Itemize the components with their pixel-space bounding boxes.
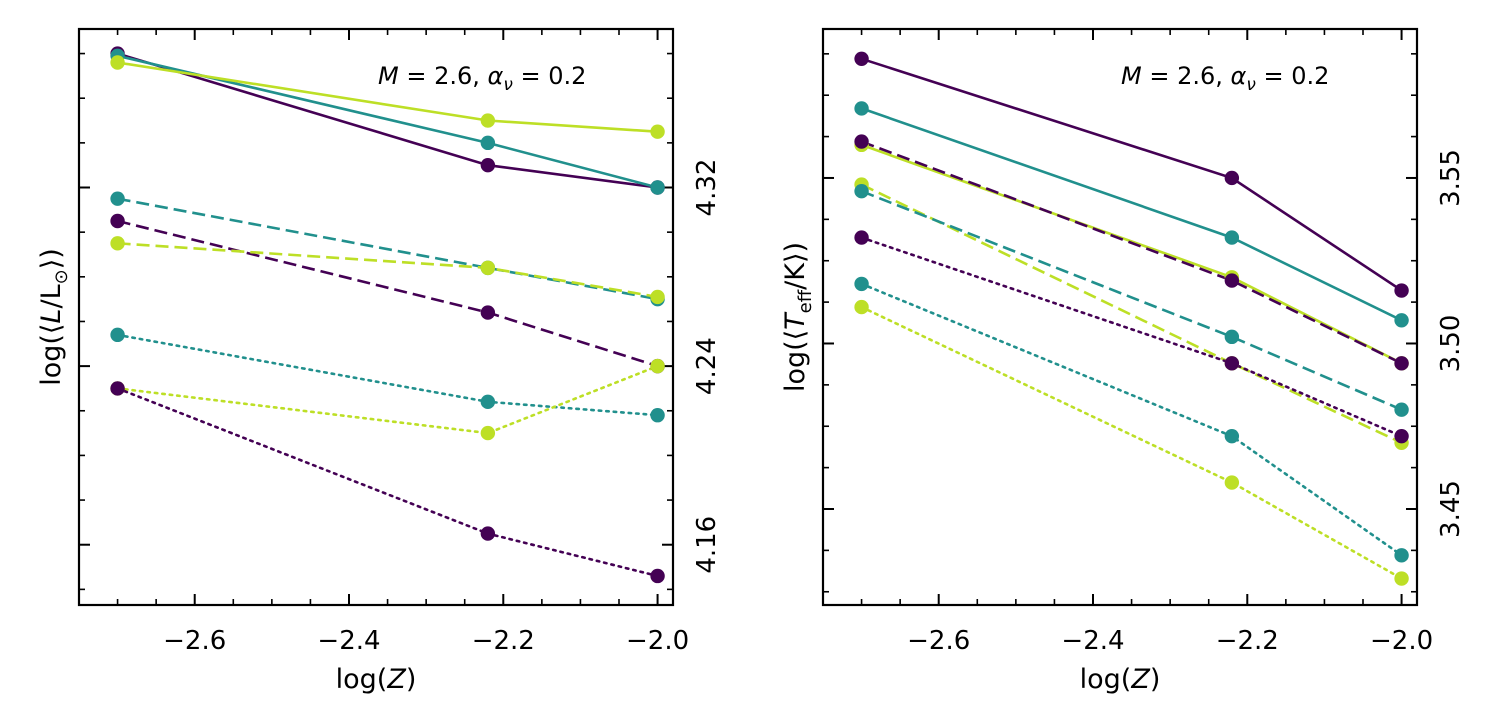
luminosity-data-point: [650, 289, 665, 305]
temperature-data-point: [1394, 571, 1409, 586]
luminosity-data-point: [480, 526, 496, 541]
luminosity-x-tick-label: −2.4: [317, 626, 380, 656]
temperature-panel: −2.6 −2.4 −2.2 −2.0 3.45 3.50 3.55 M = 2.6, α…: [780, 27, 1466, 695]
luminosity-data-point: [480, 394, 496, 410]
luminosity-data-point: [650, 408, 665, 423]
temperature-data-point: [854, 134, 869, 149]
luminosity-data-point: [480, 260, 496, 276]
luminosity-data-point: [110, 191, 125, 206]
temperature-data-point: [1224, 475, 1240, 490]
temperature-data-point: [854, 299, 869, 315]
luminosity-data-point: [110, 236, 125, 251]
luminosity-y-tick-label: 4.16: [692, 516, 722, 574]
temperature-data-point: [854, 184, 869, 199]
temperature-data-point: [1224, 273, 1240, 288]
temperature-x-tick-label: −2.6: [907, 626, 970, 656]
luminosity-data-point: [480, 135, 496, 151]
temperature-y-tick-label: 3.55: [1436, 149, 1466, 207]
temperature-series: [854, 51, 1409, 586]
luminosity-data-point: [480, 157, 496, 173]
temperature-y-tick-label: 3.45: [1436, 480, 1466, 538]
temperature-annotation: M = 2.6, αν = 0.2: [1121, 62, 1329, 95]
luminosity-data-point: [650, 568, 665, 584]
luminosity-y-tick-labels: 4.16 4.24 4.32: [692, 159, 722, 574]
temperature-x-tick-label: −2.4: [1061, 626, 1124, 656]
temperature-plot-frame: [821, 27, 1419, 607]
temperature-y-tick-labels: 3.45 3.50 3.55: [1436, 149, 1466, 538]
luminosity-y-axis-label: log(⟨L/L⊙⟩): [36, 248, 72, 386]
temperature-data-point: [1394, 402, 1409, 417]
temperature-data-point: [1394, 313, 1409, 328]
luminosity-data-point: [480, 305, 496, 320]
luminosity-series: [110, 46, 665, 584]
luminosity-annotation: M = 2.6, αν = 0.2: [378, 62, 586, 95]
temperature-data-point: [1224, 230, 1240, 245]
temperature-data-point: [1224, 329, 1240, 345]
luminosity-data-point: [110, 381, 125, 396]
luminosity-data-point: [480, 425, 496, 441]
luminosity-data-point: [650, 358, 665, 374]
luminosity-x-tick-label: −2.2: [472, 626, 535, 656]
luminosity-y-tick-label: 4.32: [692, 159, 722, 217]
temperature-data-point: [1394, 428, 1409, 444]
luminosity-data-point: [650, 180, 665, 195]
temperature-series-line-dashed: [861, 189, 1403, 411]
temperature-data-point: [854, 276, 869, 292]
luminosity-panel: −2.6 −2.4 −2.2 −2.0 4.16 4.24 4.32 M = 2.6, α…: [36, 27, 722, 695]
temperature-data-point: [1224, 170, 1240, 186]
temperature-data-point: [854, 230, 869, 245]
temperature-series-line-dashed: [861, 140, 1403, 365]
temperature-x-tick-labels: −2.6 −2.4 −2.2 −2.0: [907, 626, 1433, 656]
temperature-data-point: [854, 101, 869, 116]
luminosity-x-tick-label: −2.0: [626, 626, 689, 656]
temperature-data-point: [1394, 356, 1409, 371]
luminosity-series-line-dashed: [117, 197, 658, 301]
temperature-data-point: [1224, 428, 1240, 444]
luminosity-data-point: [110, 327, 125, 343]
luminosity-data-point: [110, 213, 125, 229]
temperature-y-tick-label: 3.50: [1436, 315, 1466, 373]
luminosity-data-point: [110, 55, 125, 70]
luminosity-data-point: [650, 124, 665, 139]
temperature-x-axis-label: log(Z): [1080, 664, 1161, 695]
luminosity-y-tick-label: 4.24: [692, 337, 722, 395]
temperature-x-tick-label: −2.2: [1216, 626, 1279, 656]
temperature-data-point: [1394, 283, 1409, 298]
luminosity-x-tick-label: −2.6: [163, 626, 226, 656]
temperature-data-point: [1224, 356, 1240, 371]
temperature-data-point: [1394, 548, 1409, 563]
luminosity-series-line-dotted: [116, 364, 659, 435]
luminosity-x-tick-labels: −2.6 −2.4 −2.2 −2.0: [163, 626, 689, 656]
temperature-y-axis-label: log(⟨Teff/K⟩): [780, 242, 816, 392]
luminosity-data-point: [480, 113, 496, 128]
temperature-series-line-dotted: [860, 305, 1403, 580]
luminosity-x-axis-label: log(Z): [336, 664, 417, 695]
temperature-x-tick-label: −2.0: [1370, 626, 1433, 656]
temperature-data-point: [854, 51, 869, 66]
luminosity-plot-frame: [77, 27, 675, 607]
